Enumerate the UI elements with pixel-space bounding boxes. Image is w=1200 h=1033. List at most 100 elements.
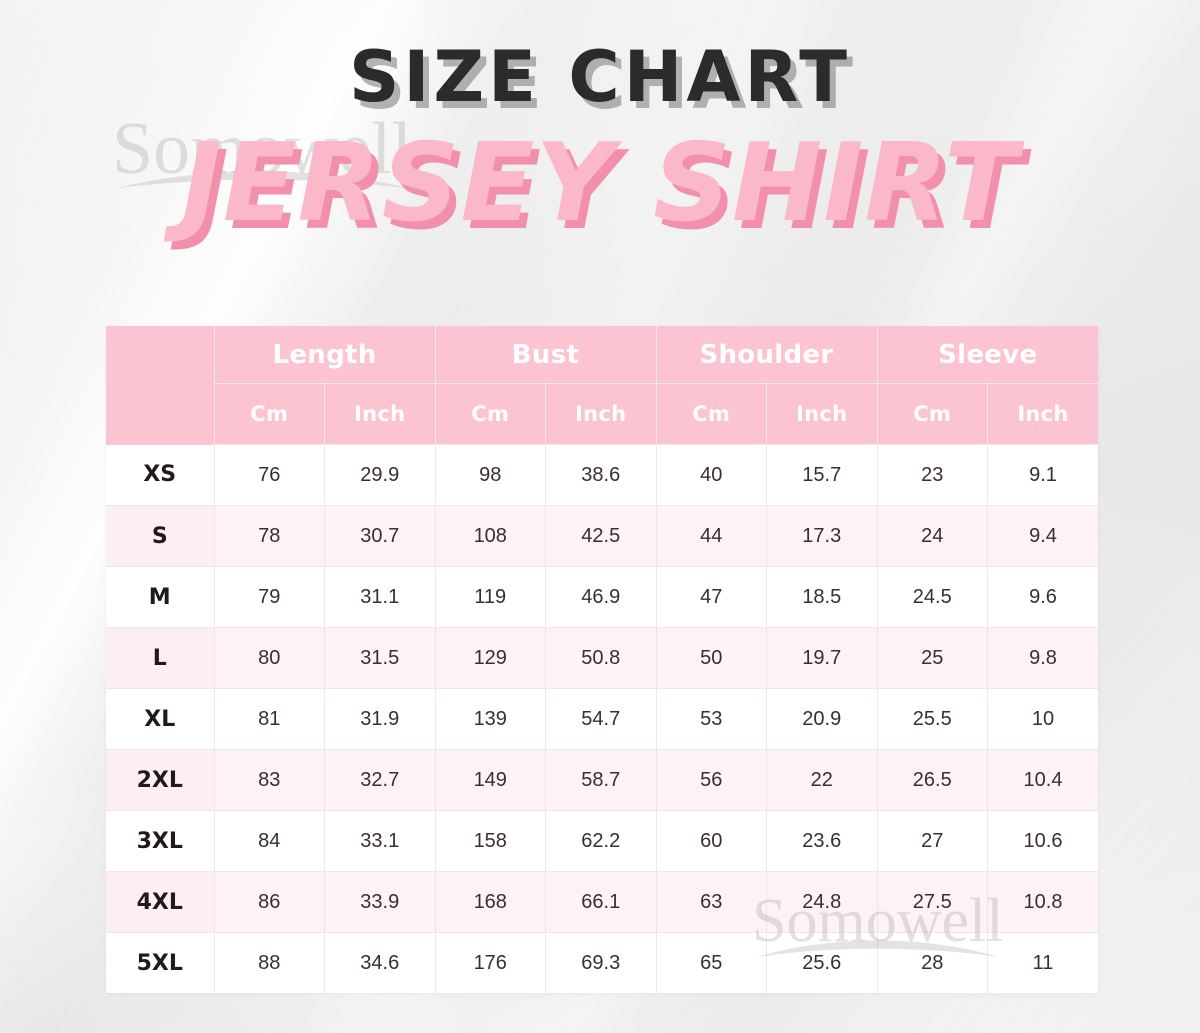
- cell-shoulder-inch: 20.9: [766, 688, 878, 750]
- header-unit-length-cm: Cm: [214, 383, 325, 445]
- cell-shoulder-inch: 23.6: [766, 810, 878, 872]
- header-unit-shoulder-cm: Cm: [656, 383, 767, 445]
- header-group-shoulder: Shoulder: [656, 326, 878, 384]
- size-chart-table: Length Bust Shoulder Sleeve Cm Inch Cm I…: [106, 326, 1099, 993]
- cell-length-inch: 33.9: [324, 871, 436, 933]
- cell-bust-cm: 119: [435, 566, 546, 628]
- cell-length-inch: 31.5: [324, 627, 436, 689]
- cell-sleeve-cm: 24.5: [877, 566, 988, 628]
- cell-sleeve-cm: 27.5: [877, 871, 988, 933]
- cell-length-cm: 76: [214, 444, 325, 506]
- cell-bust-cm: 149: [435, 749, 546, 811]
- cell-bust-cm: 108: [435, 505, 546, 567]
- cell-size: L: [106, 627, 215, 689]
- cell-shoulder-inch: 15.7: [766, 444, 878, 506]
- table-row: L 80 31.5 129 50.8 50 19.7 25 9.8: [106, 627, 1099, 689]
- cell-sleeve-cm: 27: [877, 810, 988, 872]
- cell-size: 4XL: [106, 871, 215, 933]
- cell-shoulder-cm: 44: [656, 505, 767, 567]
- header-unit-bust-inch: Inch: [545, 383, 657, 445]
- cell-sleeve-inch: 9.4: [987, 505, 1099, 567]
- cell-shoulder-inch: 18.5: [766, 566, 878, 628]
- cell-bust-inch: 46.9: [545, 566, 657, 628]
- page-title: SIZE CHART: [348, 36, 852, 118]
- table-row: 3XL 84 33.1 158 62.2 60 23.6 27 10.6: [106, 810, 1099, 872]
- cell-bust-cm: 139: [435, 688, 546, 750]
- header-group-length: Length: [214, 326, 436, 384]
- cell-shoulder-cm: 47: [656, 566, 767, 628]
- header-group-sleeve: Sleeve: [877, 326, 1099, 384]
- cell-length-cm: 80: [214, 627, 325, 689]
- cell-sleeve-cm: 24: [877, 505, 988, 567]
- cell-length-cm: 88: [214, 932, 325, 993]
- cell-sleeve-cm: 26.5: [877, 749, 988, 811]
- cell-bust-inch: 62.2: [545, 810, 657, 872]
- cell-size: XL: [106, 688, 215, 750]
- page-subtitle: JERSEY SHIRT: [181, 121, 1019, 246]
- table-row: S 78 30.7 108 42.5 44 17.3 24 9.4: [106, 505, 1099, 567]
- cell-size: S: [106, 505, 215, 567]
- cell-shoulder-cm: 65: [656, 932, 767, 993]
- cell-sleeve-inch: 11: [987, 932, 1099, 993]
- cell-sleeve-cm: 25.5: [877, 688, 988, 750]
- cell-bust-inch: 50.8: [545, 627, 657, 689]
- cell-shoulder-inch: 19.7: [766, 627, 878, 689]
- cell-bust-inch: 66.1: [545, 871, 657, 933]
- cell-sleeve-inch: 10.6: [987, 810, 1099, 872]
- cell-bust-cm: 98: [435, 444, 546, 506]
- cell-shoulder-inch: 25.6: [766, 932, 878, 993]
- header-unit-bust-cm: Cm: [435, 383, 546, 445]
- cell-bust-inch: 38.6: [545, 444, 657, 506]
- cell-bust-inch: 58.7: [545, 749, 657, 811]
- cell-bust-cm: 168: [435, 871, 546, 933]
- cell-shoulder-cm: 53: [656, 688, 767, 750]
- cell-sleeve-inch: 10: [987, 688, 1099, 750]
- header-unit-length-inch: Inch: [324, 383, 436, 445]
- cell-bust-cm: 129: [435, 627, 546, 689]
- table-row: 5XL 88 34.6 176 69.3 65 25.6 28 11: [106, 932, 1099, 993]
- cell-bust-inch: 54.7: [545, 688, 657, 750]
- table-row: XL 81 31.9 139 54.7 53 20.9 25.5 10: [106, 688, 1099, 750]
- cell-length-inch: 29.9: [324, 444, 436, 506]
- cell-sleeve-inch: 9.8: [987, 627, 1099, 689]
- header-size-corner: [106, 326, 215, 445]
- cell-length-inch: 30.7: [324, 505, 436, 567]
- cell-length-inch: 32.7: [324, 749, 436, 811]
- cell-shoulder-cm: 60: [656, 810, 767, 872]
- table-row: XS 76 29.9 98 38.6 40 15.7 23 9.1: [106, 444, 1099, 506]
- header-unit-sleeve-cm: Cm: [877, 383, 988, 445]
- cell-sleeve-cm: 28: [877, 932, 988, 993]
- cell-shoulder-inch: 24.8: [766, 871, 878, 933]
- cell-length-cm: 78: [214, 505, 325, 567]
- cell-length-cm: 79: [214, 566, 325, 628]
- cell-length-inch: 34.6: [324, 932, 436, 993]
- cell-size: 2XL: [106, 749, 215, 811]
- cell-sleeve-inch: 10.8: [987, 871, 1099, 933]
- table-body: XS 76 29.9 98 38.6 40 15.7 23 9.1 S 78 30.7 108 42.5 4…: [106, 444, 1099, 993]
- table-head: Length Bust Shoulder Sleeve Cm Inch Cm I…: [106, 326, 1099, 445]
- cell-size: 3XL: [106, 810, 215, 872]
- table-row: 4XL 86 33.9 168 66.1 63 24.8 27.5 10.8: [106, 871, 1099, 933]
- cell-shoulder-cm: 63: [656, 871, 767, 933]
- table-header-unit-row: Cm Inch Cm Inch Cm Inch Cm Inch: [106, 383, 1099, 445]
- cell-shoulder-cm: 56: [656, 749, 767, 811]
- cell-bust-cm: 158: [435, 810, 546, 872]
- cell-bust-cm: 176: [435, 932, 546, 993]
- cell-size: M: [106, 566, 215, 628]
- table-row: M 79 31.1 119 46.9 47 18.5 24.5 9.6: [106, 566, 1099, 628]
- cell-sleeve-inch: 9.1: [987, 444, 1099, 506]
- cell-bust-inch: 42.5: [545, 505, 657, 567]
- cell-length-inch: 33.1: [324, 810, 436, 872]
- cell-size: XS: [106, 444, 215, 506]
- cell-bust-inch: 69.3: [545, 932, 657, 993]
- cell-shoulder-cm: 50: [656, 627, 767, 689]
- cell-length-inch: 31.1: [324, 566, 436, 628]
- table-header-group-row: Length Bust Shoulder Sleeve: [106, 326, 1099, 445]
- cell-length-cm: 86: [214, 871, 325, 933]
- header-unit-sleeve-inch: Inch: [987, 383, 1099, 445]
- cell-shoulder-cm: 40: [656, 444, 767, 506]
- cell-sleeve-cm: 23: [877, 444, 988, 506]
- cell-length-cm: 83: [214, 749, 325, 811]
- header-group-bust: Bust: [435, 326, 657, 384]
